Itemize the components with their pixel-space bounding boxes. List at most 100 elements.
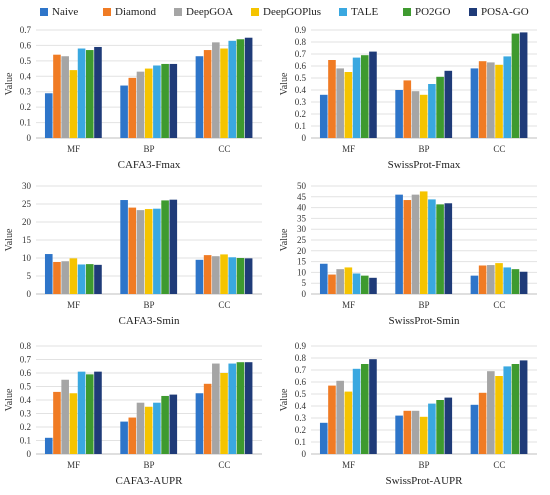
bar-deepgoa-mf: [336, 68, 344, 138]
bar-posa-go-mf: [94, 264, 102, 294]
bar-posa-go-cc: [244, 37, 253, 138]
legend-item-naive: Naive: [40, 5, 78, 19]
bar-po2go-mf: [85, 264, 94, 294]
chart-swissprot-fmax: 0 0.1 0.2 0.3 0.4 0.5 0.6 0.7 0.8 0.9 Value MF BP CC S…: [279, 25, 537, 171]
bar-posa-go-cc: [244, 362, 253, 454]
bar-diamond-bp: [128, 77, 137, 138]
bar-deepgoa-cc: [487, 371, 495, 454]
bar-naive-cc: [470, 404, 479, 454]
legend-item-deepgoplus: DeepGOPlus: [251, 5, 321, 19]
bar-diamond-cc: [478, 392, 487, 454]
bar-posa-go-bp: [169, 199, 178, 294]
chart-title: SwissProt-AUPR: [385, 475, 463, 487]
bar-deepgoplus-bp: [144, 209, 153, 294]
y-tick-label: 30: [22, 181, 32, 191]
bar-naive-bp: [395, 415, 403, 454]
y-tick-label: 0.2: [295, 109, 306, 119]
x-tick-label: BP: [418, 460, 429, 470]
bar-naive-cc: [195, 56, 204, 138]
bar-diamond-cc: [203, 50, 212, 138]
bar-deepgoplus-cc: [220, 373, 228, 454]
bar-deepgoplus-mf: [344, 72, 353, 138]
bar-tale-mf: [77, 371, 86, 454]
x-tick-label: CC: [218, 144, 230, 154]
y-tick-label: 0.1: [295, 121, 306, 131]
y-axis-label: Value: [4, 388, 15, 411]
legend-swatch: [469, 8, 477, 16]
bar-tale-cc: [503, 56, 512, 138]
bar-posa-go-cc: [244, 258, 253, 294]
y-tick-label: 0: [302, 449, 307, 459]
bar-po2go-cc: [511, 33, 520, 138]
y-tick-label: 0.9: [295, 25, 307, 35]
y-tick-label: 30: [297, 224, 307, 234]
bar-deepgoplus-mf: [69, 70, 78, 138]
y-tick-label: 0.4: [295, 401, 307, 411]
y-tick-label: 0.2: [20, 422, 31, 432]
bar-deepgoplus-cc: [495, 376, 503, 454]
x-tick-label: BP: [143, 460, 154, 470]
y-tick-label: 0.3: [20, 87, 32, 97]
bar-diamond-bp: [403, 200, 412, 294]
legend-swatch: [40, 8, 48, 16]
chart-title: SwissProt-Fmax: [388, 159, 461, 171]
bar-posa-go-mf: [369, 359, 377, 454]
x-tick-label: CC: [493, 144, 505, 154]
legend-label: DeepGOA: [186, 6, 234, 18]
bar-deepgoa-mf: [61, 379, 69, 454]
bar-po2go-mf: [85, 50, 94, 138]
bar-deepgoplus-bp: [419, 94, 428, 138]
y-tick-label: 0.5: [295, 73, 307, 83]
bar-po2go-bp: [161, 395, 169, 454]
bar-naive-cc: [470, 68, 479, 138]
bar-deepgoa-mf: [61, 261, 69, 294]
bar-tale-bp: [428, 403, 436, 454]
bar-deepgoa-bp: [136, 210, 145, 294]
bar-naive-mf: [44, 437, 53, 454]
bar-naive-cc: [470, 275, 479, 294]
y-tick-label: 0.5: [20, 56, 32, 66]
y-tick-label: 0.3: [295, 413, 307, 423]
legend: Naive Diamond DeepGOA DeepGOPlus TALE PO2GO PO…: [0, 0, 550, 24]
y-tick-label: 0.7: [295, 365, 307, 375]
legend-label: PO2GO: [415, 6, 451, 18]
bar-diamond-mf: [328, 60, 336, 138]
bar-tale-mf: [77, 48, 86, 139]
y-tick-label: 10: [22, 253, 32, 263]
y-tick-label: 0.8: [295, 353, 307, 363]
y-tick-label: 0.6: [295, 61, 307, 71]
y-tick-label: 50: [297, 181, 307, 191]
bar-diamond-mf: [53, 391, 61, 454]
bar-naive-bp: [120, 200, 128, 294]
y-tick-label: 0: [27, 289, 32, 299]
legend-item-tale: TALE: [339, 5, 378, 19]
y-tick-label: 0.3: [295, 97, 307, 107]
y-axis-label: Value: [4, 228, 15, 251]
bar-deepgoa-cc: [487, 62, 495, 138]
bar-tale-bp: [153, 208, 161, 294]
legend-label: Diamond: [115, 6, 156, 18]
y-axis-label: Value: [279, 228, 290, 251]
bar-deepgoa-bp: [136, 402, 145, 454]
bar-posa-go-bp: [169, 394, 178, 454]
y-tick-label: 0.5: [295, 389, 307, 399]
y-tick-label: 0.5: [20, 382, 32, 392]
y-tick-label: 0.6: [20, 368, 32, 378]
bar-deepgoa-cc: [212, 363, 220, 454]
x-tick-label: CC: [493, 300, 505, 310]
bar-po2go-mf: [360, 275, 369, 294]
bar-deepgoa-bp: [136, 71, 145, 138]
bar-tale-bp: [428, 199, 436, 294]
legend-swatch: [251, 8, 259, 16]
bar-naive-bp: [120, 421, 128, 454]
legend-label: DeepGOPlus: [263, 6, 322, 18]
bar-posa-go-cc: [519, 32, 528, 138]
bar-naive-cc: [195, 393, 204, 454]
bar-po2go-cc: [236, 258, 245, 294]
y-tick-label: 0.4: [20, 395, 32, 405]
legend-swatch: [174, 8, 182, 16]
bar-tale-cc: [228, 257, 237, 294]
x-tick-label: MF: [342, 144, 355, 154]
y-axis-label: Value: [4, 72, 15, 95]
bar-deepgoplus-bp: [419, 416, 428, 454]
